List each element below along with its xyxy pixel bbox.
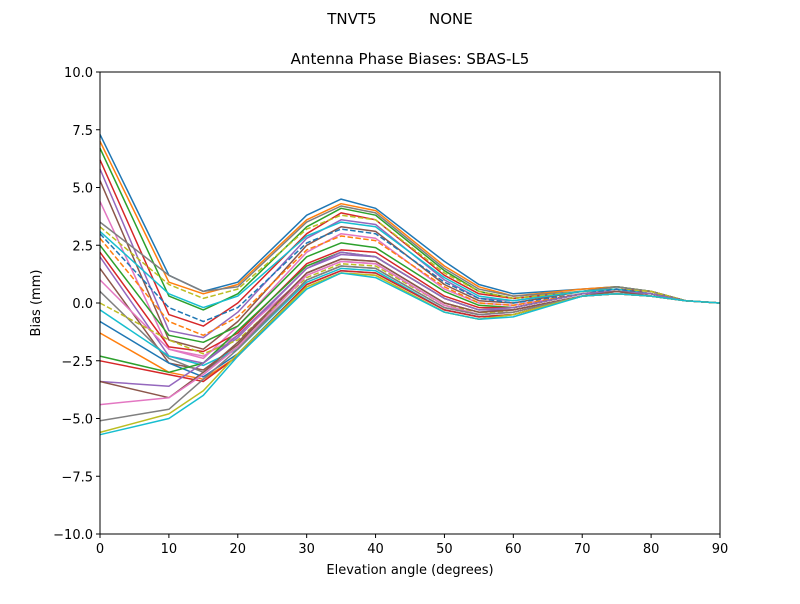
series-line-17 (99, 260, 721, 357)
series-line-30 (99, 272, 721, 436)
x-axis-label: Elevation angle (degrees) (326, 563, 493, 578)
y-tick-label: 0.0 (72, 297, 93, 312)
x-tick-label: 50 (436, 542, 453, 557)
series-line-9 (99, 214, 721, 304)
x-tick-label: 10 (161, 542, 178, 557)
series-line-11 (99, 228, 721, 323)
x-tick-label: 0 (96, 542, 104, 557)
suptitle: TNVT5 NONE (326, 10, 473, 28)
y-tick-label: −10.0 (53, 528, 93, 543)
x-tick-label: 20 (230, 542, 247, 557)
series-line-4 (99, 159, 721, 327)
y-tick-label: −7.5 (61, 470, 93, 485)
x-tick-label: 60 (505, 542, 522, 557)
axes-frame (99, 71, 721, 535)
series-line-6 (99, 180, 721, 350)
chart-title: Antenna Phase Biases: SBAS-L5 (291, 50, 530, 68)
series-line-29 (99, 272, 721, 434)
y-tick-label: 10.0 (64, 66, 93, 81)
x-tick-label: 80 (643, 542, 660, 557)
y-axis-label: Bias (mm) (29, 270, 44, 337)
y-tick-label: −2.5 (61, 355, 93, 370)
y-tick-label: 5.0 (72, 182, 93, 197)
series-line-8 (99, 205, 721, 304)
series-lines (99, 134, 721, 436)
x-tick-label: 70 (574, 542, 591, 557)
x-tick-label: 30 (298, 542, 315, 557)
y-tick-label: −5.0 (61, 413, 93, 428)
axis-ticks: 0 10 20 30 40 50 60 70 80 90 −10.0 −7.5 −5.0 −2.5 0.0 2… (53, 66, 728, 557)
y-tick-label: 2.5 (72, 239, 93, 254)
y-tick-label: 7.5 (72, 124, 93, 139)
series-line-25 (99, 251, 721, 387)
series-line-5 (99, 168, 721, 339)
series-line-26 (99, 258, 721, 399)
x-tick-label: 90 (712, 542, 729, 557)
series-line-2 (99, 140, 721, 304)
x-tick-label: 40 (367, 542, 384, 557)
